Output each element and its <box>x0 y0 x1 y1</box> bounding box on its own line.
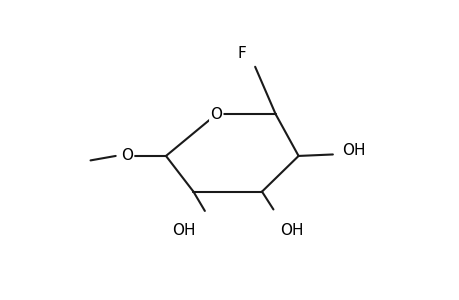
Text: OH: OH <box>341 142 364 158</box>
Text: OH: OH <box>280 223 303 238</box>
Text: OH: OH <box>172 223 196 238</box>
Text: O: O <box>121 148 133 164</box>
Text: F: F <box>236 46 245 61</box>
Text: O: O <box>210 107 222 122</box>
